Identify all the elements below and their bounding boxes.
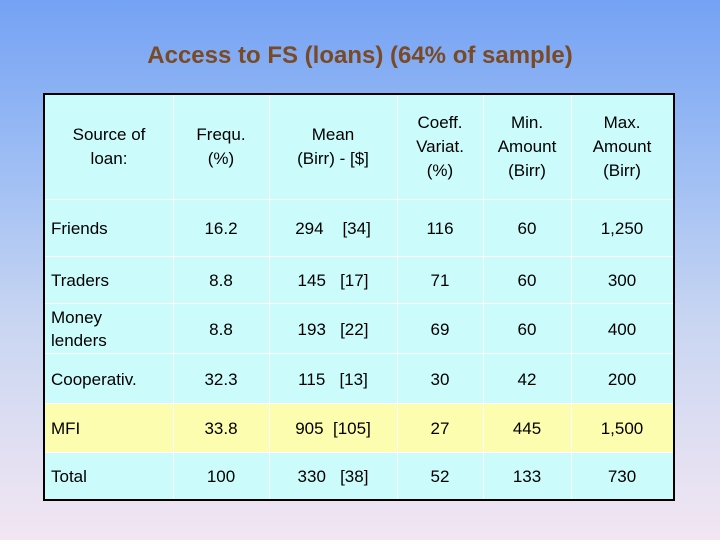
min-amount-cell: 60	[517, 271, 537, 290]
min-amount-cell: 133	[512, 467, 542, 486]
table-grid: Source of loan: Frequ. (%) Mean (Birr) - [$] C…	[45, 95, 673, 499]
coeff-variation-cell: 71	[430, 271, 450, 290]
mean-cell: 330 [38]	[297, 467, 369, 486]
column-header: Source of loan:	[72, 125, 146, 168]
min-amount-cell: 60	[517, 219, 537, 238]
column-divider	[483, 95, 484, 499]
frequency-cell: 16.2	[204, 219, 238, 238]
column-header: Mean (Birr) - [$]	[297, 125, 369, 168]
max-amount-cell: 300	[607, 271, 637, 290]
frequency-cell: 33.8	[204, 419, 238, 438]
mean-cell: 193 [22]	[297, 319, 369, 339]
coeff-variation-cell: 69	[430, 319, 450, 339]
frequency-cell: 8.8	[209, 271, 233, 290]
max-amount-cell: 400	[607, 319, 637, 339]
column-header: Coeff. Variat. (%)	[416, 113, 464, 180]
mean-cell: 145 [17]	[297, 271, 369, 290]
mean-cell: 115 [13]	[298, 369, 368, 389]
coeff-variation-cell: 52	[430, 467, 450, 486]
column-header: Min. Amount (Birr)	[497, 113, 557, 180]
header-row: Source of loan: Frequ. (%) Mean (Birr) - [$] C…	[45, 95, 673, 199]
column-header: Frequ. (%)	[196, 125, 246, 168]
table-row: Total 100 330 [38] 52 133 730	[45, 452, 673, 500]
source-cell: Total	[51, 467, 87, 486]
loan-sources-table: Source of loan: Frequ. (%) Mean (Birr) - [$] C…	[43, 93, 675, 501]
column-divider	[571, 95, 572, 499]
table-row: Friends 16.2 294 [34] 116 60 1,250	[45, 199, 673, 257]
table-row: Money lenders 8.8 193 [22] 69 60 400	[45, 303, 673, 354]
source-cell: Traders	[51, 271, 109, 290]
column-divider	[173, 95, 174, 499]
max-amount-cell: 1,250	[600, 219, 644, 238]
source-cell: Cooperativ.	[51, 369, 137, 389]
source-cell: Friends	[51, 219, 108, 238]
column-divider	[269, 95, 270, 499]
min-amount-cell: 42	[517, 369, 537, 389]
max-amount-cell: 1,500	[600, 419, 644, 438]
mean-cell: 294 [34]	[295, 219, 371, 238]
table-row: MFI 33.8 905 [105] 27 445 1,500	[45, 403, 673, 453]
source-cell: Money lenders	[51, 308, 107, 350]
slide-title: Access to FS (loans) (64% of sample)	[147, 42, 573, 69]
min-amount-cell: 60	[517, 319, 537, 339]
mean-cell: 905 [105]	[295, 419, 371, 438]
frequency-cell: 32.3	[204, 369, 238, 389]
min-amount-cell: 445	[512, 419, 542, 438]
coeff-variation-cell: 116	[426, 219, 454, 238]
column-divider	[397, 95, 398, 499]
column-header: Max. Amount (Birr)	[592, 113, 652, 180]
max-amount-cell: 730	[607, 467, 637, 486]
coeff-variation-cell: 30	[430, 369, 450, 389]
frequency-cell: 8.8	[209, 319, 233, 339]
frequency-cell: 100	[206, 467, 236, 486]
coeff-variation-cell: 27	[430, 419, 450, 438]
source-cell: MFI	[51, 419, 81, 438]
max-amount-cell: 200	[607, 369, 637, 389]
table-row: Traders 8.8 145 [17] 71 60 300	[45, 256, 673, 304]
table-row: Cooperativ. 32.3 115 [13] 30 42 200	[45, 353, 673, 404]
